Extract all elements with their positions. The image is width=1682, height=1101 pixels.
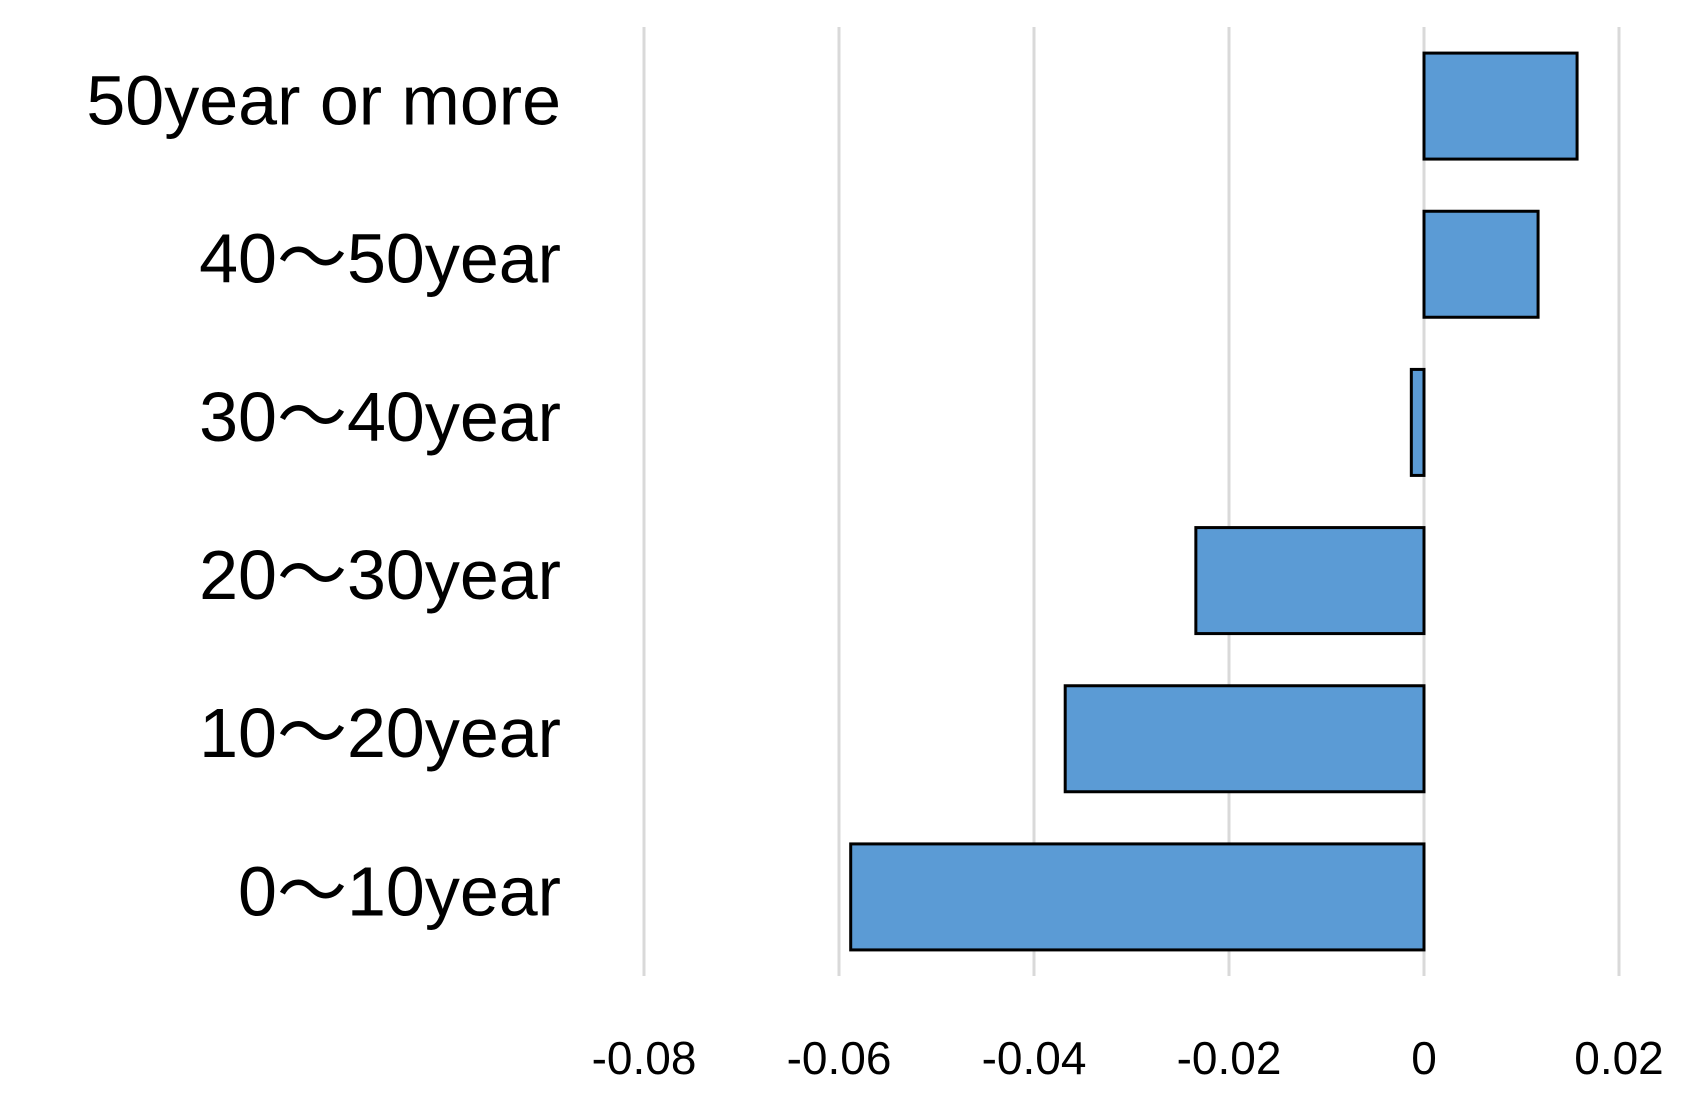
bar [1063,684,1426,794]
y-tick-label: 10～20year [199,694,561,772]
x-tick-label: -0.06 [787,1032,892,1084]
x-tick-label: -0.08 [592,1032,697,1084]
bar [1409,367,1426,477]
bar [849,842,1426,952]
y-tick-label: 50year or more [86,62,561,140]
y-tick-label: 40～50year [199,220,561,298]
bar [1422,209,1540,319]
bar [1422,51,1579,161]
x-tick-label: 0 [1411,1032,1437,1084]
y-tick-label: 0～10year [238,852,561,930]
x-tick-label: 0.02 [1574,1032,1664,1084]
bar [1194,526,1426,636]
x-tick-label: -0.04 [982,1032,1087,1084]
y-tick-label: 20～30year [199,536,561,614]
y-tick-label: 30～40year [199,378,561,456]
x-tick-label: -0.02 [1177,1032,1282,1084]
